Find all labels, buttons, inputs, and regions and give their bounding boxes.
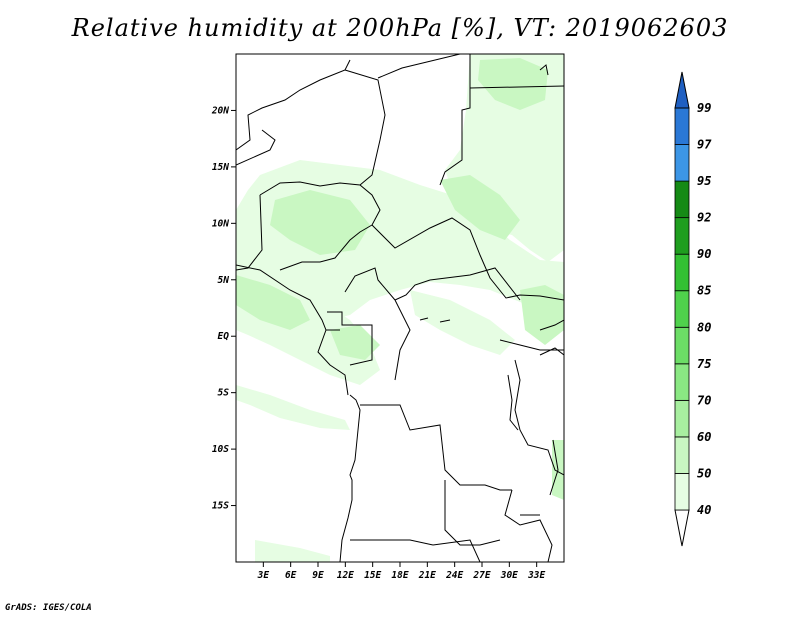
humidity-region-inner-3 bbox=[236, 275, 310, 330]
lon-tick-label: 9E bbox=[312, 570, 324, 581]
legend-level-label: 99 bbox=[697, 101, 711, 115]
map-title: Relative humidity at 200hPa [%], VT: 201… bbox=[71, 14, 729, 42]
lon-tick-label: 6E bbox=[285, 570, 297, 581]
legend-swatch-3 bbox=[674, 363, 690, 401]
lat-tick-label: 5S bbox=[218, 388, 230, 399]
humidity-region-inner-6 bbox=[330, 325, 380, 360]
legend-level-label: 92 bbox=[697, 211, 711, 225]
lon-tick-label: 24E bbox=[445, 570, 463, 581]
lon-tick-label: 30E bbox=[500, 570, 518, 581]
legend-swatch-10 bbox=[674, 107, 690, 145]
humidity-shading bbox=[236, 54, 564, 562]
lon-tick-label: 12E bbox=[337, 570, 354, 581]
legend-swatch-9 bbox=[674, 144, 690, 182]
legend-high-triangle bbox=[674, 71, 690, 109]
legend-level-label: 97 bbox=[697, 138, 712, 152]
legend-swatch-7 bbox=[674, 217, 690, 255]
humidity-region-inner-5 bbox=[520, 285, 564, 345]
legend-level-label: 70 bbox=[697, 393, 711, 407]
credit-label: GrADS: IGES/COLA bbox=[5, 603, 92, 613]
longitude-axis: 3E 6E 9E 12E 15E 18E 21E 24E 27E 30E 33E bbox=[257, 562, 546, 581]
lon-tick-label: 27E bbox=[472, 570, 490, 581]
humidity-region-inner-2 bbox=[440, 175, 520, 240]
legend-swatch-0 bbox=[674, 473, 690, 511]
legend-swatch-4 bbox=[674, 326, 690, 365]
legend-level-label: 90 bbox=[697, 247, 711, 261]
legend-level-label: 95 bbox=[697, 174, 711, 188]
lat-tick-label: 5N bbox=[218, 275, 230, 286]
legend-level-label: 60 bbox=[697, 430, 711, 444]
humidity-region-south-edge bbox=[255, 540, 330, 562]
lat-tick-label: 10S bbox=[212, 444, 229, 455]
lon-tick-label: 33E bbox=[527, 570, 545, 581]
lat-tick-label: EQ bbox=[218, 331, 230, 342]
lat-tick-label: 15S bbox=[212, 501, 229, 512]
humidity-region-southwest bbox=[236, 385, 350, 430]
legend-swatch-5 bbox=[674, 290, 690, 328]
color-legend: 40 50 60 70 75 80 85 90 92 95 97 99 bbox=[674, 71, 712, 547]
legend-level-label: 85 bbox=[697, 284, 711, 298]
lat-tick-label: 10N bbox=[212, 218, 229, 229]
legend-low-triangle bbox=[674, 509, 690, 547]
lon-tick-label: 3E bbox=[257, 570, 270, 581]
lat-tick-label: 20N bbox=[211, 105, 229, 116]
lon-tick-label: 21E bbox=[418, 570, 436, 581]
lon-tick-label: 15E bbox=[364, 570, 381, 581]
legend-swatch-1 bbox=[674, 436, 690, 474]
legend-level-label: 75 bbox=[697, 357, 711, 371]
humidity-region-central bbox=[410, 290, 515, 355]
legend-level-label: 50 bbox=[697, 466, 711, 480]
legend-level-label: 40 bbox=[697, 503, 711, 517]
latitude-axis: 20N 15N 10N 5N EQ 5S 10S 15S bbox=[211, 105, 236, 512]
legend-swatch-6 bbox=[674, 253, 690, 292]
humidity-region-inner-1 bbox=[270, 190, 370, 255]
lon-tick-label: 18E bbox=[391, 570, 408, 581]
country-borders bbox=[236, 54, 564, 562]
humidity-region-inner-4 bbox=[478, 58, 548, 110]
legend-level-label: 80 bbox=[697, 320, 711, 334]
lat-tick-label: 15N bbox=[212, 162, 229, 173]
legend-swatch-2 bbox=[674, 399, 690, 438]
legend-swatch-8 bbox=[674, 180, 690, 219]
